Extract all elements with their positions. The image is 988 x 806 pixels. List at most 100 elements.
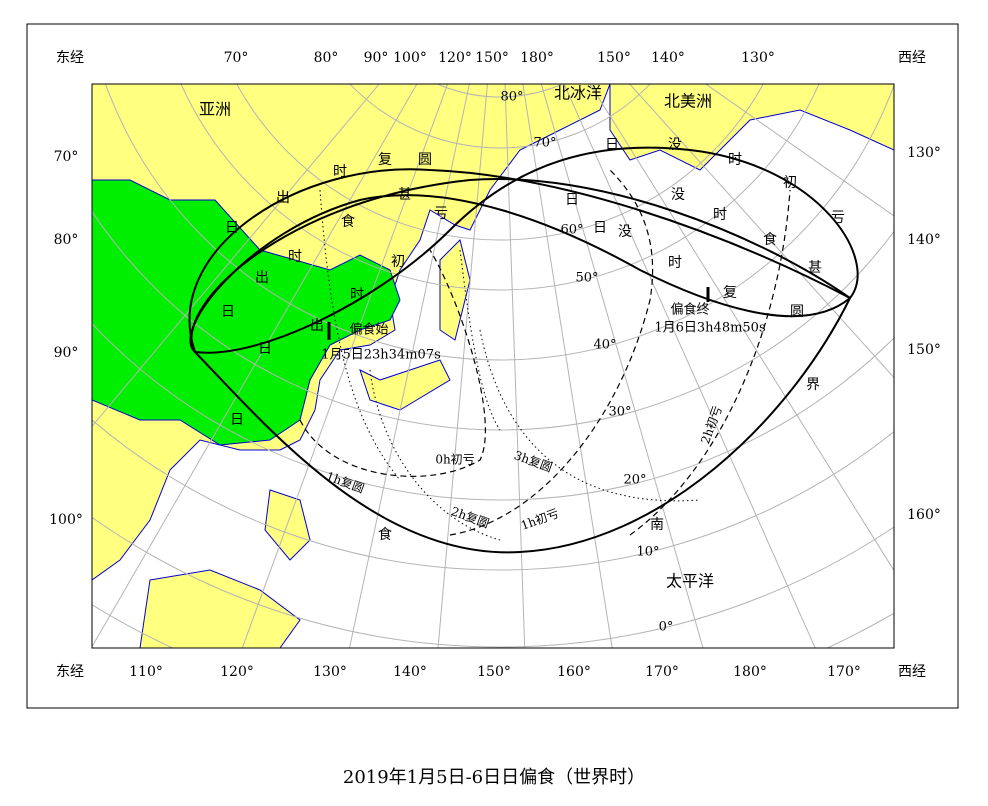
curve-label-char: 日: [225, 220, 239, 236]
latitude-label: 20°: [623, 473, 646, 488]
curve-label-char: 日: [565, 192, 579, 208]
curve-label-char: 没: [618, 224, 632, 240]
bottom-border-label: 西经: [898, 664, 926, 680]
hour-label: 0h初亏: [435, 453, 474, 467]
region-label: 太平洋: [666, 572, 714, 591]
eclipse-curves: [188, 146, 859, 554]
hour-0-curve: [299, 249, 486, 477]
latitude-label: 10°: [636, 545, 659, 560]
curve-label-char: 复: [723, 284, 737, 301]
meridian: [504, 84, 526, 648]
left-border-label: 70°: [54, 149, 79, 165]
meridian: [437, 84, 488, 648]
curve-label-char: 出: [255, 270, 269, 286]
region-label: 亚洲: [199, 100, 231, 119]
left-border-label: 100°: [49, 512, 83, 528]
curve-label-char: 食: [763, 231, 777, 248]
curve-label-char: 出: [310, 318, 324, 334]
bottom-border-label: 130°: [313, 664, 347, 680]
bottom-border-label: 180°: [733, 664, 767, 680]
latitude-circle: [349, 84, 651, 149]
meridian: [92, 84, 380, 428]
curve-label-char: 圆: [418, 152, 432, 168]
top-border-label: 100°: [393, 50, 427, 66]
latitude-circle: [436, 84, 564, 98]
region-label: 北美洲: [664, 92, 712, 111]
map-title: 2019年1月5日-6日日偏食（世界时）: [343, 767, 645, 788]
curve-label-char: 日: [221, 304, 235, 320]
curve-label-char: 日: [258, 341, 272, 357]
latitude-circle: [92, 419, 894, 571]
top-border-label: 90°: [364, 50, 389, 66]
south-limit-char: 界: [806, 377, 820, 393]
top-border-label: 80°: [314, 50, 339, 66]
curve-label-char: 食: [341, 213, 355, 230]
sunrise-end-curve: [188, 168, 851, 353]
latitude-circle: [92, 516, 894, 648]
curve-label-char: 时: [728, 152, 742, 168]
eclipse-end-time: 1月6日3h48m50s: [654, 321, 765, 336]
hour-1-curve: [449, 169, 654, 536]
bottom-border-label: 东经: [56, 664, 84, 680]
bottom-border-label: 110°: [129, 664, 163, 680]
curve-label-char: 亏: [831, 210, 845, 226]
latitude-label: 80°: [500, 90, 523, 105]
latitude-label: 70°: [533, 136, 556, 151]
curve-label-char: 没: [668, 137, 682, 153]
meridian: [589, 84, 894, 572]
curve-label-char: 甚: [808, 260, 822, 276]
bottom-border-label: 170°: [827, 664, 861, 680]
curve-label-char: 日: [593, 220, 607, 236]
top-border-label: 130°: [741, 50, 775, 66]
top-border-label: 70°: [224, 50, 249, 66]
latitude-circle: [105, 84, 894, 361]
southern-limit-curve: [194, 297, 851, 554]
bottom-border-label: 150°: [477, 664, 511, 680]
curve-label-char: 时: [350, 287, 364, 303]
meridian: [92, 84, 418, 648]
land-china: [92, 179, 401, 446]
meridian: [241, 84, 449, 648]
top-border-label: 140°: [651, 50, 685, 66]
right-border-label: 140°: [907, 232, 941, 248]
top-border-label: 东经: [56, 50, 84, 66]
top-border-label: 西经: [898, 50, 926, 66]
curve-label-char: 初: [391, 253, 405, 270]
top-border-label: 150°: [475, 50, 509, 66]
latitude-circle: [236, 84, 764, 241]
bottom-border-label: 160°: [557, 664, 591, 680]
meridian: [704, 84, 894, 217]
meridian: [348, 84, 470, 648]
left-border-label: 90°: [54, 345, 79, 361]
curve-label-char: 圆: [790, 304, 804, 320]
curve-label-char: 日: [605, 137, 619, 153]
figure-eight-curve: [189, 146, 859, 354]
south-limit-char: 食: [378, 526, 392, 543]
top-border-label: 120°: [438, 50, 472, 66]
curve-label-char: 没: [671, 187, 685, 203]
curve-label-char: 复: [378, 151, 392, 168]
right-border-label: 150°: [907, 342, 941, 358]
latitude-label: 50°: [575, 271, 598, 286]
eclipse-start-label: 偏食始: [349, 322, 388, 338]
curve-label-char: 出: [276, 190, 290, 206]
bottom-border-label: 120°: [220, 664, 254, 680]
map-frame: [91, 83, 895, 649]
land-islands: [139, 239, 471, 648]
right-border-label: 130°: [907, 145, 941, 161]
curve-label-char: 时: [668, 255, 682, 271]
meridian: [522, 84, 613, 648]
curve-label-char: 甚: [398, 187, 412, 203]
latitude-label: 60°: [560, 223, 583, 238]
curve-label-char: 初: [783, 174, 797, 191]
top-border-label: 150°: [597, 50, 631, 66]
curve-label-char: 时: [713, 207, 727, 223]
top-border-label: 180°: [520, 50, 554, 66]
latitude-label: 40°: [593, 338, 616, 353]
curve-label-char: 时: [333, 164, 347, 180]
south-limit-char: 日: [230, 412, 244, 428]
left-border-label: 80°: [54, 232, 79, 248]
region-label: 北冰洋: [554, 84, 602, 103]
meridian: [563, 84, 816, 648]
